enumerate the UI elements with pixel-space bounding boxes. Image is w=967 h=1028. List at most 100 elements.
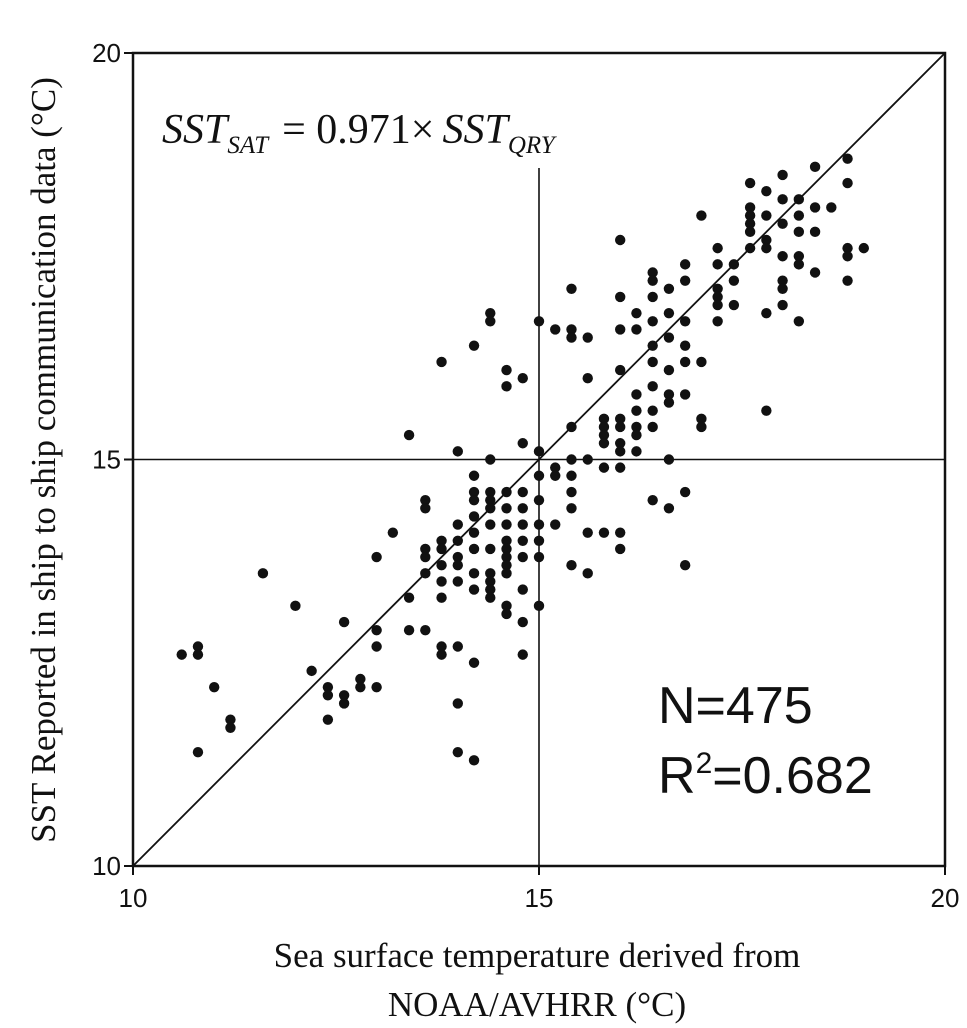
data-point [517,438,528,449]
data-point [566,503,577,514]
equation-lhs: SST [162,107,230,153]
data-point [452,641,463,652]
data-point [501,381,512,392]
equation-rhs-sub: QRY [508,132,558,159]
axis-ticks: 10 15 20 10 15 20 [92,38,959,913]
data-point [468,543,480,555]
data-point [533,519,545,530]
data-point [842,275,853,286]
data-point [598,421,610,433]
data-point [533,446,545,457]
x-tick-label: 20 [931,883,960,913]
data-point [550,470,561,481]
data-point [468,527,480,538]
data-point [468,340,480,351]
data-point [485,543,496,555]
data-point [696,210,707,221]
data-point [485,454,496,465]
data-point [322,681,334,693]
data-point [420,568,431,579]
data-point [777,251,788,262]
data-point [631,324,642,335]
data-point [517,584,528,595]
data-point [712,299,723,311]
data-point [501,559,512,571]
data-point [598,429,610,441]
data-point [631,446,642,457]
data-point [696,356,707,368]
data-point [598,413,610,425]
data-point [501,600,512,612]
data-point [468,470,480,481]
data-point [842,153,853,164]
data-point [809,161,821,173]
data-point [452,746,463,758]
data-point [468,584,480,595]
data-point [777,299,788,311]
data-point [452,559,463,571]
data-point [842,251,853,262]
data-point [192,649,204,660]
data-point [468,486,480,498]
data-point [679,316,691,327]
data-point [598,438,610,449]
data-point [777,283,788,294]
data-point [550,324,561,335]
data-point [761,210,772,221]
equation-annotation: SSTSAT = 0.971× SSTQRY [162,107,558,159]
data-point [371,641,382,652]
data-point [696,413,707,425]
data-point [728,275,740,286]
data-point [679,389,691,400]
data-point [533,470,545,481]
data-point [550,519,561,530]
data-point [663,307,675,319]
data-point [615,234,626,246]
data-point [712,283,723,294]
data-point [403,429,415,441]
data-point [501,535,512,546]
data-point [744,202,756,213]
data-point [728,259,740,270]
data-point [501,551,512,563]
data-point [436,649,447,660]
data-point [290,600,301,612]
data-point [485,486,496,498]
data-point [663,454,675,465]
data-point [533,551,545,563]
data-point [663,503,675,514]
data-point [420,503,431,514]
data-point [501,486,512,498]
equation-rhs: SST [442,107,510,153]
x-tick-label: 15 [525,883,554,913]
x-axis-label-line2: NOAA/AVHRR (°C) [388,985,686,1024]
y-axis-label: SST Reported in ship to ship communicati… [24,77,63,843]
data-point [615,291,626,303]
data-point [209,681,220,693]
data-point [598,462,610,473]
y-tick-label: 15 [92,445,121,475]
x-axis-label-line1: Sea surface temperature derived from [274,936,801,975]
data-point [582,527,593,538]
equation-lhs-sub: SAT [227,132,270,159]
data-points [176,153,869,766]
data-point [615,462,626,473]
x-tick-label: 10 [119,883,148,913]
data-point [533,600,545,612]
data-point [647,494,658,506]
r2-label: R2=0.682 [658,747,873,805]
data-point [647,316,658,327]
data-point [761,307,772,319]
data-point [566,559,577,571]
data-point [550,462,561,473]
data-point [761,405,772,416]
data-point [826,202,837,213]
data-point [793,251,805,262]
data-point [615,438,626,449]
data-point [761,234,772,246]
data-point [793,210,805,221]
r2-superscript: 2 [696,747,713,780]
data-point [420,543,431,555]
data-point [663,389,675,400]
data-point [420,625,431,636]
